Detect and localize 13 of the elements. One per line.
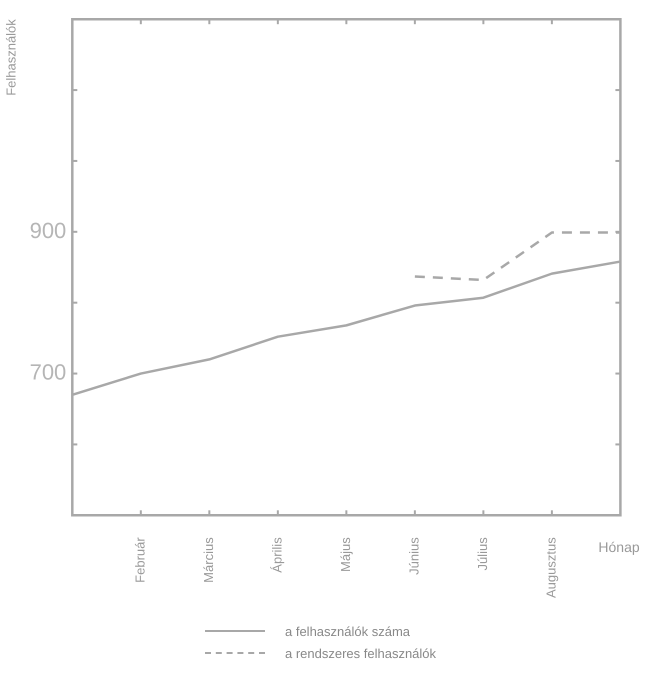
x-tick-label: Május [338, 536, 353, 572]
x-tick-label: Augusztus [543, 536, 558, 598]
y-axis-title: Felhasználók [3, 18, 18, 96]
x-tick-label: Február [132, 536, 148, 583]
x-tick-label: Március [200, 536, 216, 583]
legend-label: a rendszeres felhasználók [285, 646, 436, 660]
x-tick-label: Július [474, 536, 490, 571]
y-tick-label: 700 [30, 360, 66, 385]
x-axis-title: Hónap [598, 539, 640, 556]
x-tick-label: Június [406, 536, 422, 575]
legend-label: a felhasználók száma [285, 624, 410, 638]
x-tick-label: Április [269, 536, 284, 573]
y-tick-label: 900 [30, 218, 66, 243]
